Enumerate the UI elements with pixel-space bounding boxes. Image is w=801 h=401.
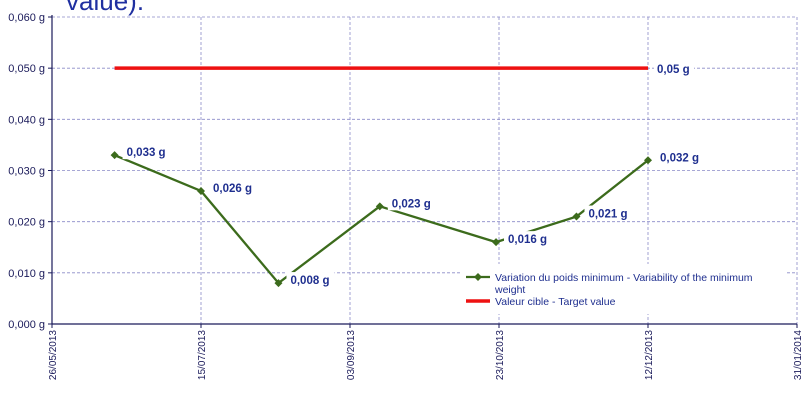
y-tick-label: 0,050 g bbox=[8, 63, 45, 75]
x-tick-label: 31/01/2014 bbox=[793, 330, 801, 380]
data-label: 0,021 g bbox=[588, 209, 627, 221]
legend-box bbox=[462, 264, 786, 314]
data-label-bg bbox=[122, 144, 171, 160]
x-tick-label: 15/07/2013 bbox=[197, 330, 208, 380]
data-point-marker bbox=[572, 212, 581, 221]
data-label-bg bbox=[656, 149, 704, 165]
data-point-marker bbox=[274, 279, 283, 288]
data-label: 0,016 g bbox=[508, 234, 547, 246]
data-point-marker bbox=[110, 151, 119, 160]
data-label: 0,026 g bbox=[213, 183, 252, 195]
y-tick-label: 0,040 g bbox=[8, 114, 45, 126]
data-point-marker bbox=[492, 238, 501, 247]
x-tick-label: 23/10/2013 bbox=[495, 330, 506, 380]
y-tick-label: 0,020 g bbox=[8, 217, 45, 229]
data-label-bg bbox=[209, 179, 257, 195]
series-line-weight-variation bbox=[114, 154, 649, 285]
y-tick-label: 0,010 g bbox=[8, 268, 45, 280]
y-tick-label: 0,060 g bbox=[8, 12, 45, 24]
data-label-bg bbox=[387, 195, 436, 211]
x-tick-label: 03/09/2013 bbox=[346, 330, 357, 380]
data-point-marker bbox=[197, 186, 205, 195]
data-label: 0,023 g bbox=[392, 198, 431, 210]
data-label-bg bbox=[504, 231, 553, 247]
data-point-marker bbox=[644, 156, 652, 165]
y-tick-label: 0,030 g bbox=[8, 166, 45, 178]
x-tick-label: 26/05/2013 bbox=[48, 330, 59, 380]
data-label: 0,032 g bbox=[660, 152, 699, 164]
x-tick-label: 12/12/2013 bbox=[644, 330, 655, 380]
data-label-bg bbox=[584, 205, 633, 221]
data-label: 0,033 g bbox=[127, 147, 166, 159]
data-label: 0,008 g bbox=[290, 275, 329, 287]
data-point-marker bbox=[375, 202, 384, 211]
data-label-bg bbox=[654, 60, 694, 76]
y-tick-label: 0,000 g bbox=[8, 319, 45, 331]
data-label-bg bbox=[286, 272, 335, 288]
legend-swatch-marker bbox=[474, 273, 482, 281]
chart-title-fragment: value). bbox=[66, 0, 145, 16]
data-label: 0,05 g bbox=[657, 64, 690, 76]
legend-entry-weight-variation: Variation du poids minimum - Variability… bbox=[494, 272, 753, 296]
legend-entry-target: Valeur cible - Target value bbox=[495, 296, 616, 308]
